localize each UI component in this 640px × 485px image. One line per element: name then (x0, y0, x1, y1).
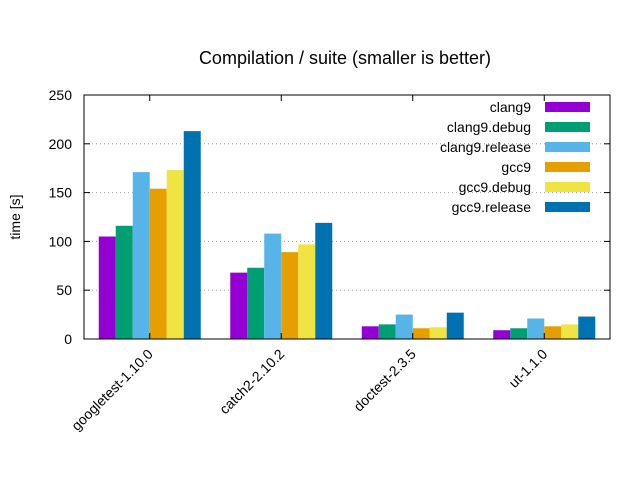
bar (361, 326, 379, 339)
bar (578, 316, 596, 339)
legend-swatch (545, 122, 590, 132)
y-tick-label: 100 (49, 233, 73, 249)
bar (315, 222, 333, 339)
plot-frame (83, 94, 611, 340)
bar (132, 172, 150, 339)
bar (510, 328, 528, 339)
bar (115, 225, 133, 339)
y-tick-label: 250 (49, 87, 73, 103)
bar (264, 233, 282, 339)
legend-swatch (545, 202, 590, 212)
bar (281, 252, 299, 339)
bar (183, 131, 201, 339)
bar (230, 272, 248, 339)
bar (395, 314, 413, 339)
legend-swatch (545, 102, 590, 112)
bar (446, 312, 464, 339)
legend-label: clang9.debug (447, 119, 531, 135)
x-tick-label: catch2-2.10.2 (216, 346, 287, 417)
x-tick-label: googletest-1.10.0 (68, 346, 156, 434)
legend-swatch (545, 142, 590, 152)
legend-swatch (545, 162, 590, 172)
y-tick-label: 200 (49, 136, 73, 152)
x-tick-label: ut-1.1.0 (505, 346, 550, 391)
y-tick-label: 0 (64, 331, 72, 347)
bar (298, 244, 316, 339)
y-tick-label: 150 (49, 185, 73, 201)
bars-layer (98, 131, 596, 339)
bar (429, 327, 447, 339)
legend-label: gcc9 (501, 159, 531, 175)
bar (493, 330, 511, 339)
y-axis-label: time [s] (7, 194, 23, 239)
legend-label: clang9 (490, 99, 531, 115)
legend-label: gcc9.release (452, 199, 532, 215)
legend-label: gcc9.debug (459, 179, 531, 195)
bar (166, 170, 184, 339)
legend: clang9 clang9.debug clang9.release gcc9 gcc9… (440, 99, 590, 215)
legend-label: clang9.release (440, 139, 531, 155)
bar (98, 236, 116, 339)
bar (149, 188, 167, 339)
chart-title: Compilation / suite (smaller is better) (199, 48, 491, 68)
y-tick-label: 50 (56, 282, 72, 298)
legend-swatch (545, 182, 590, 192)
bar (247, 267, 265, 339)
bar (412, 328, 430, 339)
bar (527, 318, 545, 339)
x-tick-label: doctest-2.3.5 (350, 346, 419, 415)
bar (561, 324, 579, 339)
bar (378, 324, 396, 339)
bar (544, 326, 562, 339)
